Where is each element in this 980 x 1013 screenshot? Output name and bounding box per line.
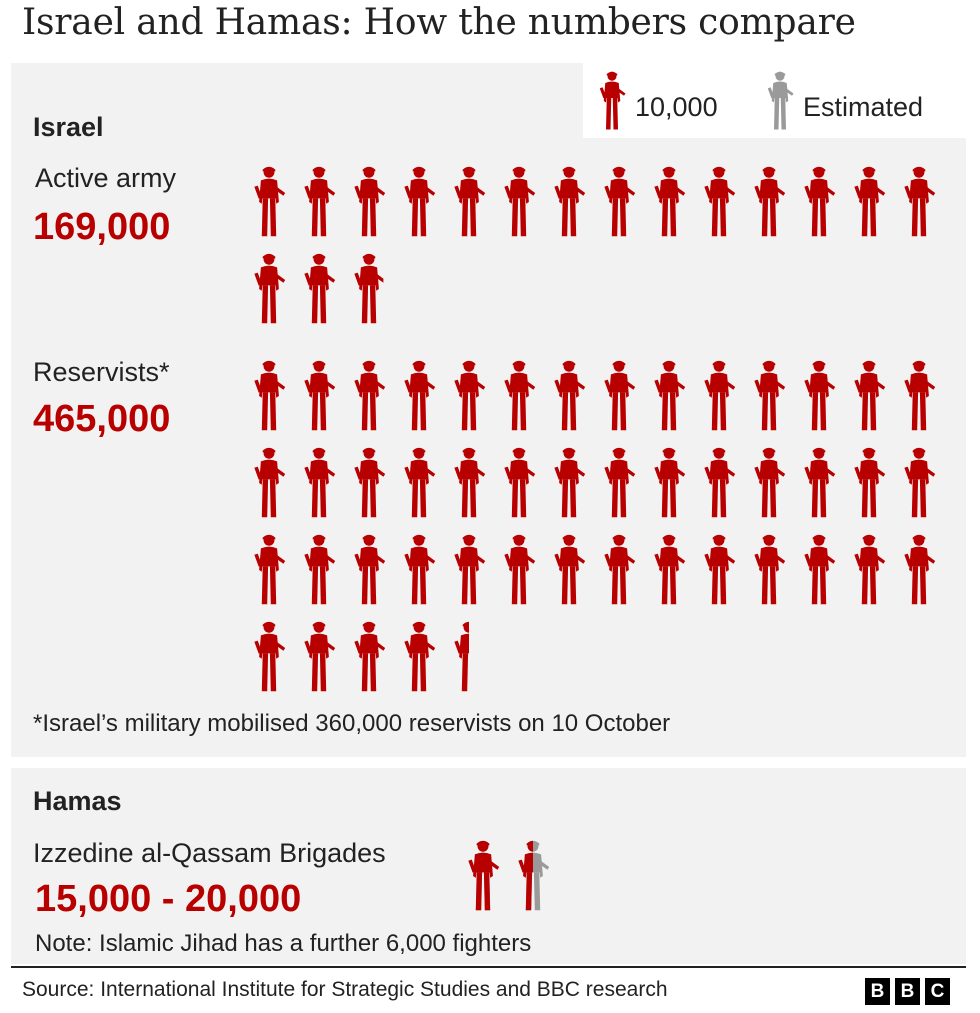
brigades-label: Izzedine al-Qassam Brigades [33,838,386,868]
soldier-icon [354,621,386,692]
soldier-icon [854,166,886,237]
soldier-icon [354,534,386,605]
hamas-note: Note: Islamic Jihad has a further 6,000 … [35,930,532,957]
soldier-icon [304,447,336,518]
soldier-icon [254,253,286,324]
soldier-icon [404,534,436,605]
soldier-icon [454,447,486,518]
soldier-icon [704,166,736,237]
source-text: Source: International Institute for Stra… [22,978,668,1001]
soldier-icon [304,360,336,431]
soldier-icon [754,166,786,237]
active-army-value: 169,000 [33,206,171,248]
soldier-icon [554,360,586,431]
soldier-icon [654,166,686,237]
soldier-icon [254,447,286,518]
legend-unit-label: 10,000 [635,92,718,122]
brigades-value: 15,000 - 20,000 [35,878,302,920]
soldier-icon [454,360,486,431]
soldier-icon [504,447,536,518]
soldier-icon [354,166,386,237]
soldier-icon [254,621,286,692]
reservists-pictogram [251,360,951,700]
soldier-icon [804,534,836,605]
soldier-icon [854,360,886,431]
soldier-icon [554,447,586,518]
soldier-icon [754,534,786,605]
brigades-pictogram [465,840,585,920]
soldier-icon [254,360,286,431]
soldier-icon [904,166,936,237]
soldier-icon [504,166,536,237]
soldier-icon [704,360,736,431]
soldier-icon [454,534,486,605]
israel-panel [11,63,966,757]
soldier-icon [304,621,336,692]
soldier-icon [404,166,436,237]
reservists-label: Reservists* [33,357,170,387]
soldier-icon [454,166,486,237]
soldier-icon [254,166,286,237]
soldier-icon [599,71,626,130]
soldier-icon [554,166,586,237]
soldier-icon [704,534,736,605]
soldier-icon [754,447,786,518]
soldier-icon [504,534,536,605]
soldier-icon [704,447,736,518]
soldier-icon [354,360,386,431]
soldier-icon [354,253,384,324]
soldier-icon [804,166,836,237]
israel-section-title: Israel [33,112,104,142]
bbc-logo-c: C [925,978,950,1005]
soldier-icon [354,447,386,518]
soldier-icon [504,360,536,431]
soldier-icon [454,621,469,692]
reservists-value: 465,000 [33,398,171,440]
soldier-icon [404,447,436,518]
soldier-icon [404,360,436,431]
bbc-logo-b2: B [895,978,920,1005]
active-army-label: Active army [35,163,177,193]
legend-estimated-label: Estimated [803,92,924,122]
soldier-icon [518,840,550,911]
soldier-icon [654,447,686,518]
soldier-icon [904,360,936,431]
soldier-icon [254,534,286,605]
bbc-logo-b1: B [865,978,890,1005]
footer-divider [11,966,966,968]
soldier-icon [304,253,336,324]
soldier-icon-estimated [767,71,794,130]
soldier-icon [654,360,686,431]
hamas-section-title: Hamas [33,786,122,816]
soldier-icon [604,166,636,237]
israel-footnote: *Israel’s military mobilised 360,000 res… [33,710,671,737]
soldier-icon [904,447,936,518]
soldier-icon [304,166,336,237]
soldier-icon [854,534,886,605]
active-army-pictogram [251,166,951,326]
soldier-icon [304,534,336,605]
soldier-icon [554,534,586,605]
soldier-icon [854,447,886,518]
soldier-icon [604,534,636,605]
soldier-icon [754,360,786,431]
soldier-icon [468,840,500,911]
soldier-icon [654,534,686,605]
soldier-icon [804,360,836,431]
chart-title: Israel and Hamas: How the numbers compar… [22,2,856,43]
soldier-icon [904,534,936,605]
soldier-icon [604,447,636,518]
legend: 10,000 Estimated [583,63,966,138]
soldier-icon [604,360,636,431]
soldier-icon [804,447,836,518]
soldier-icon [404,621,436,692]
